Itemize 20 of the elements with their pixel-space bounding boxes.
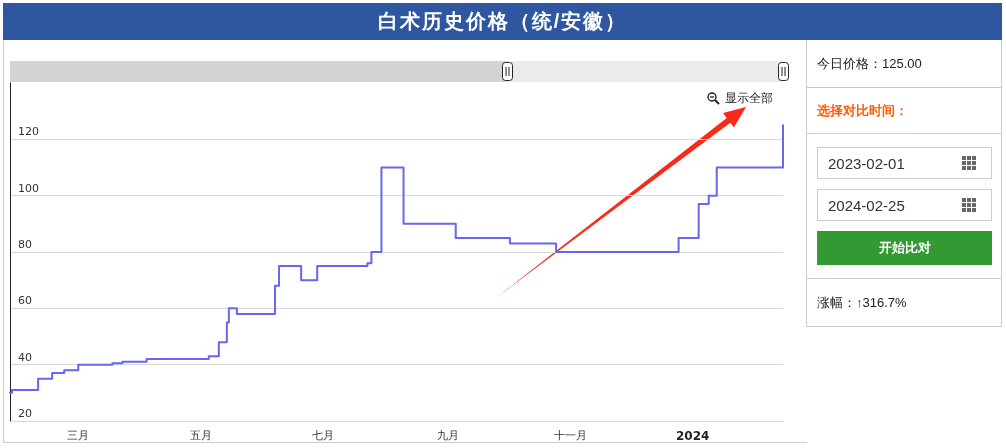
x-tick-label: 七月 (312, 429, 335, 442)
y-tick-label: 120 (18, 125, 39, 139)
x-tick-label: 2024 (675, 429, 710, 443)
x-tick-label: 五月 (189, 429, 212, 442)
text: 选择对比时间： (817, 101, 908, 120)
annotation: 显示全部 (725, 89, 773, 107)
y-tick-label: 40 (18, 350, 32, 364)
text: 今日价格：125.00 (817, 54, 922, 73)
x-tick-label: 十一月 (553, 429, 587, 442)
chart-title: 白术历史价格（统/安徽） (3, 3, 1002, 40)
y-tick-label: 80 (18, 238, 32, 251)
button: 开始比对 (817, 231, 992, 265)
x-tick-label: 三月 (67, 429, 90, 442)
date-field: 2024-02-25 (817, 189, 992, 221)
text: 涨幅：↑316.7% (817, 293, 907, 312)
y-tick-label: 60 (18, 294, 32, 308)
y-tick-label: 100 (18, 181, 39, 195)
date-field: 2023-02-01 (817, 147, 992, 179)
x-tick-label: 九月 (436, 429, 459, 442)
y-tick-label: 20 (18, 407, 32, 420)
